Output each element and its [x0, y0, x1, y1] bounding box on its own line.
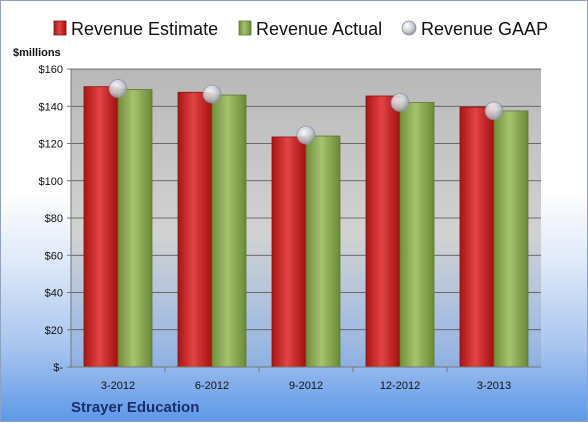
legend-label-revenue-gaap: Revenue GAAP — [421, 19, 548, 39]
x-tick-label: 12-2012 — [380, 380, 420, 392]
bar-revenue-actual — [117, 89, 153, 368]
bar-revenue-estimate — [177, 91, 213, 368]
bar-revenue-estimate — [271, 136, 307, 368]
bar-revenue-actual — [399, 102, 435, 368]
legend-marker-revenue-gaap — [401, 20, 417, 36]
x-tick-label: 3-2013 — [477, 380, 511, 392]
y-axis-ticks: $- $20 $40 $60 $80 $100 $120 $140 $160 — [39, 64, 71, 374]
legend-label-revenue-estimate: Revenue Estimate — [71, 19, 218, 39]
x-tick-label: 9-2012 — [289, 380, 323, 392]
x-axis-ticks: 3-2012 6-2012 9-2012 12-2012 3-2013 — [101, 367, 511, 392]
y-tick-label: $60 — [45, 250, 63, 262]
legend-label-revenue-actual: Revenue Actual — [256, 19, 382, 39]
bar-revenue-estimate — [459, 106, 495, 368]
marker-revenue-gaap — [296, 125, 316, 145]
legend-swatch-revenue-estimate — [53, 20, 67, 36]
legend: Revenue Estimate Revenue Actual Revenue … — [53, 19, 548, 39]
gaap-markers — [108, 79, 504, 145]
x-tick-label: 3-2012 — [101, 380, 135, 392]
y-tick-label: $160 — [39, 64, 63, 76]
marker-revenue-gaap — [108, 79, 128, 98]
legend-swatch-revenue-actual — [238, 20, 252, 36]
bar-revenue-estimate — [83, 86, 119, 368]
y-tick-label: $140 — [39, 101, 63, 113]
bar-revenue-actual — [211, 94, 247, 368]
y-tick-label: $- — [53, 362, 63, 374]
bar-revenue-estimate — [365, 95, 401, 368]
y-tick-label: $20 — [45, 325, 63, 337]
y-axis-unit-label: $millions — [13, 47, 61, 59]
y-tick-label: $120 — [39, 139, 63, 151]
marker-revenue-gaap — [390, 93, 410, 112]
y-tick-label: $40 — [45, 288, 63, 300]
bar-revenue-actual — [305, 135, 341, 368]
marker-revenue-gaap — [202, 84, 222, 104]
marker-revenue-gaap — [484, 101, 504, 121]
x-tick-label: 6-2012 — [195, 380, 229, 392]
y-tick-label: $80 — [45, 213, 63, 225]
bar-revenue-actual — [493, 110, 529, 368]
company-name: Strayer Education — [71, 399, 199, 416]
bars — [83, 86, 529, 368]
y-tick-label: $100 — [39, 176, 63, 188]
